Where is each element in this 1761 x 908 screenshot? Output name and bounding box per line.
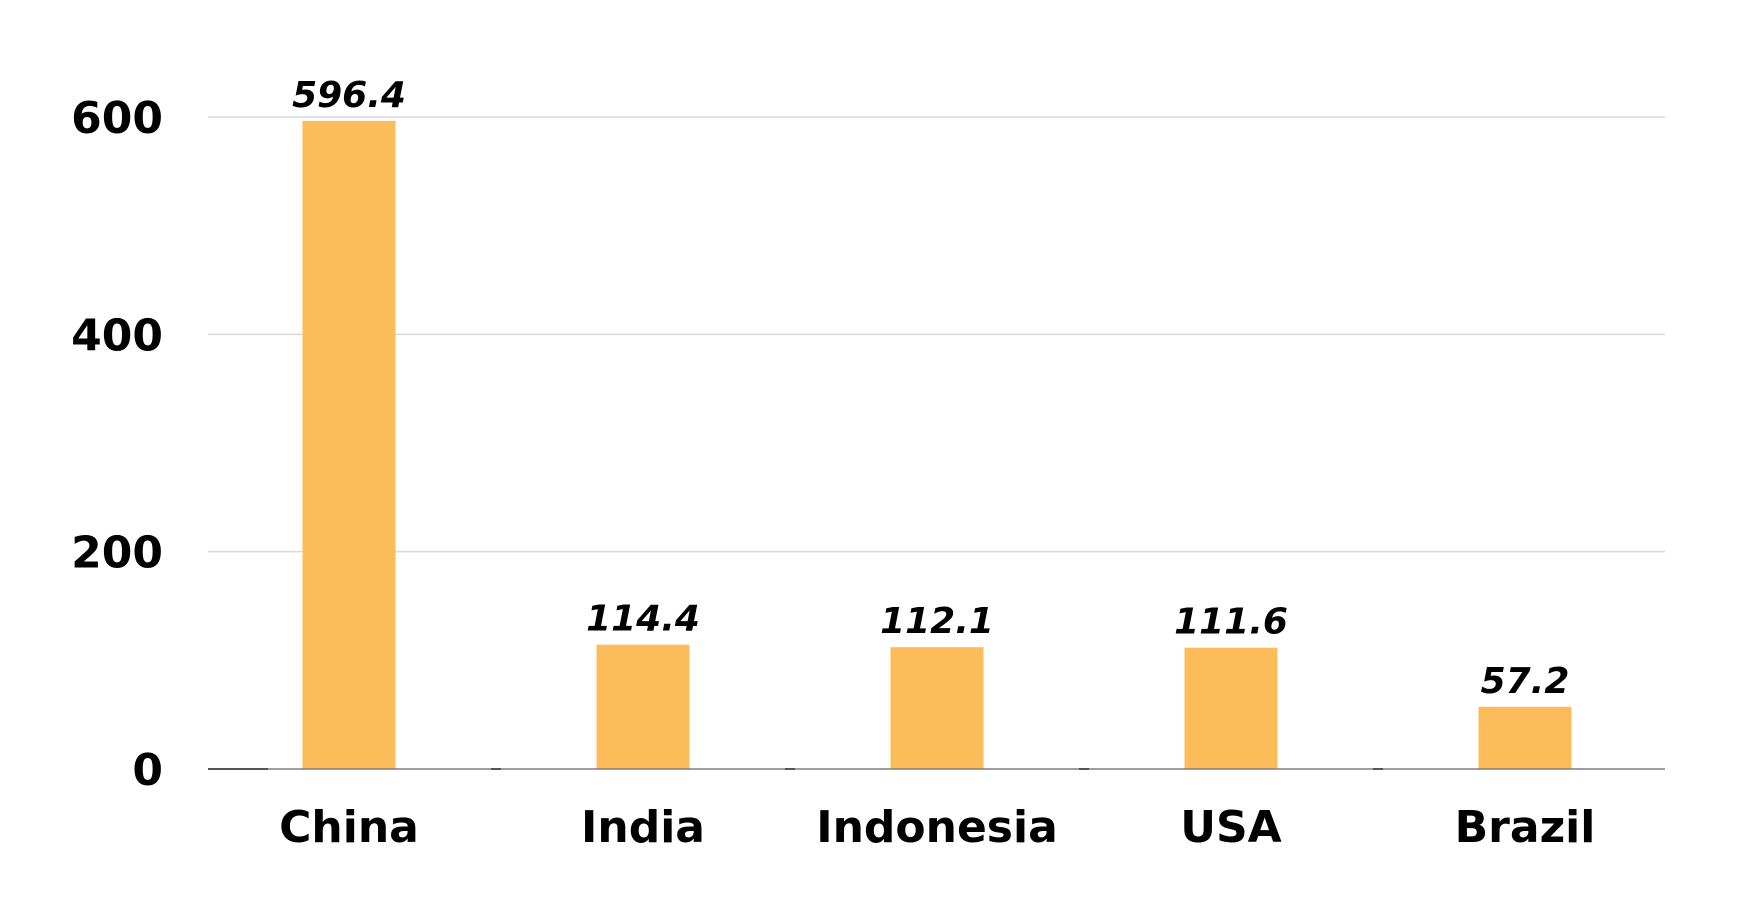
data-labels: 596.4 114.4 112.1 111.6 57.2 xyxy=(292,75,1569,702)
data-label-india: 114.4 xyxy=(586,599,700,640)
category-label-usa: USA xyxy=(1180,802,1281,853)
data-label-brazil: 57.2 xyxy=(1481,661,1570,702)
data-label-indonesia: 112.1 xyxy=(880,601,994,642)
bar-india xyxy=(596,644,690,769)
y-tick-label-600: 600 xyxy=(71,93,163,144)
y-tick-label-400: 400 xyxy=(71,310,163,361)
y-axis-tick-labels: 0 200 400 600 xyxy=(71,93,163,796)
y-tick-label-200: 200 xyxy=(71,528,163,579)
category-label-indonesia: Indonesia xyxy=(816,802,1058,853)
bar-china xyxy=(302,120,396,770)
bars xyxy=(302,120,1572,770)
data-label-china: 596.4 xyxy=(292,75,406,116)
y-tick-label-0: 0 xyxy=(132,745,163,796)
bar-usa xyxy=(1184,647,1278,769)
category-label-india: India xyxy=(581,802,705,853)
category-label-china: China xyxy=(279,802,419,853)
bar-indonesia xyxy=(890,647,984,769)
category-label-brazil: Brazil xyxy=(1455,802,1596,853)
grid-lines xyxy=(208,116,1665,553)
x-axis-category-labels: China India Indonesia USA Brazil xyxy=(279,802,1595,853)
bar-brazil xyxy=(1478,706,1572,769)
data-label-usa: 111.6 xyxy=(1174,602,1288,643)
